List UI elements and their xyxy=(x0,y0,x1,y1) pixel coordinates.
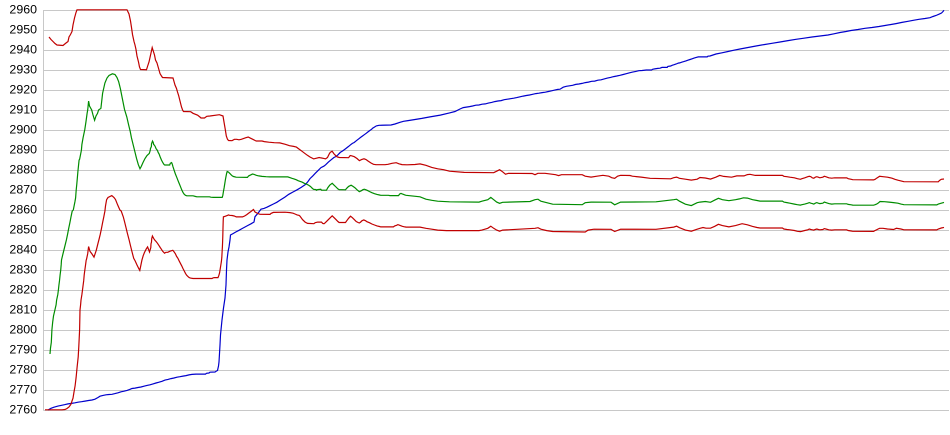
svg-text:2830: 2830 xyxy=(9,263,37,277)
svg-text:2930: 2930 xyxy=(9,63,37,77)
svg-text:2910: 2910 xyxy=(9,103,37,117)
svg-text:2940: 2940 xyxy=(9,43,37,57)
svg-text:2780: 2780 xyxy=(9,363,37,377)
svg-text:2950: 2950 xyxy=(9,23,37,37)
svg-text:2860: 2860 xyxy=(9,203,37,217)
svg-text:2900: 2900 xyxy=(9,123,37,137)
svg-text:2820: 2820 xyxy=(9,283,37,297)
svg-text:2760: 2760 xyxy=(9,403,37,417)
svg-text:2850: 2850 xyxy=(9,223,37,237)
svg-text:2790: 2790 xyxy=(9,343,37,357)
svg-text:2920: 2920 xyxy=(9,83,37,97)
svg-text:2770: 2770 xyxy=(9,383,37,397)
svg-text:2810: 2810 xyxy=(9,303,37,317)
svg-text:2800: 2800 xyxy=(9,323,37,337)
svg-text:2840: 2840 xyxy=(9,243,37,257)
svg-text:2870: 2870 xyxy=(9,183,37,197)
svg-text:2960: 2960 xyxy=(9,3,37,17)
svg-text:2890: 2890 xyxy=(9,143,37,157)
svg-text:2880: 2880 xyxy=(9,163,37,177)
